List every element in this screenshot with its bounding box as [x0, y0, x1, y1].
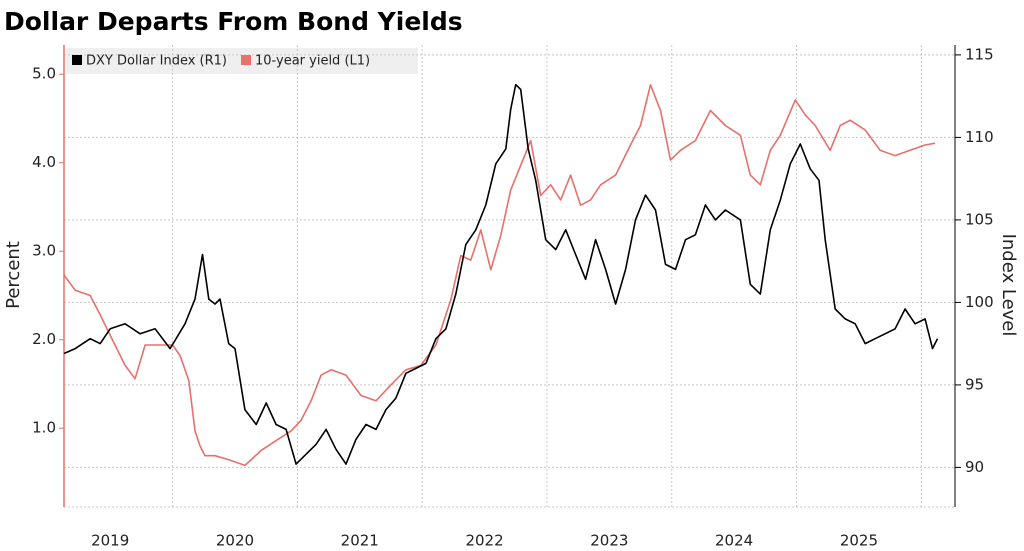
y2-tick-label: 90 [965, 458, 984, 476]
legend-swatch [72, 55, 82, 65]
y2-tick-label: 100 [965, 293, 994, 311]
x-tick-label: 2021 [341, 532, 379, 550]
x-tick-label: 2020 [216, 532, 254, 550]
legend-label: 10-year yield (L1) [255, 54, 370, 69]
series-line [63, 84, 936, 467]
x-tick-label: 2023 [590, 532, 628, 550]
x-tick-label: 2019 [91, 532, 129, 550]
y2-axis-label: Index Level [998, 234, 1019, 337]
y2-tick-label: 110 [965, 128, 994, 146]
x-tick-label: 2024 [715, 532, 753, 550]
y2-tick-label: 95 [965, 375, 984, 393]
x-tick-label: 2022 [465, 532, 503, 550]
y-tick-label: 1.0 [32, 419, 56, 437]
y-axis-label: Percent [3, 241, 24, 309]
y-tick-label: 4.0 [32, 153, 56, 171]
y2-tick-label: 115 [965, 45, 994, 63]
y-tick-label: 3.0 [32, 242, 56, 260]
legend-swatch [241, 55, 251, 65]
chart-title: Dollar Departs From Bond Yields [4, 7, 463, 36]
legend-label: DXY Dollar Index (R1) [86, 54, 227, 69]
y-tick-label: 2.0 [32, 330, 56, 348]
y-tick-label: 5.0 [32, 65, 56, 83]
series-line [63, 83, 939, 465]
x-tick-label: 2025 [840, 532, 878, 550]
y2-tick-label: 105 [965, 210, 994, 228]
